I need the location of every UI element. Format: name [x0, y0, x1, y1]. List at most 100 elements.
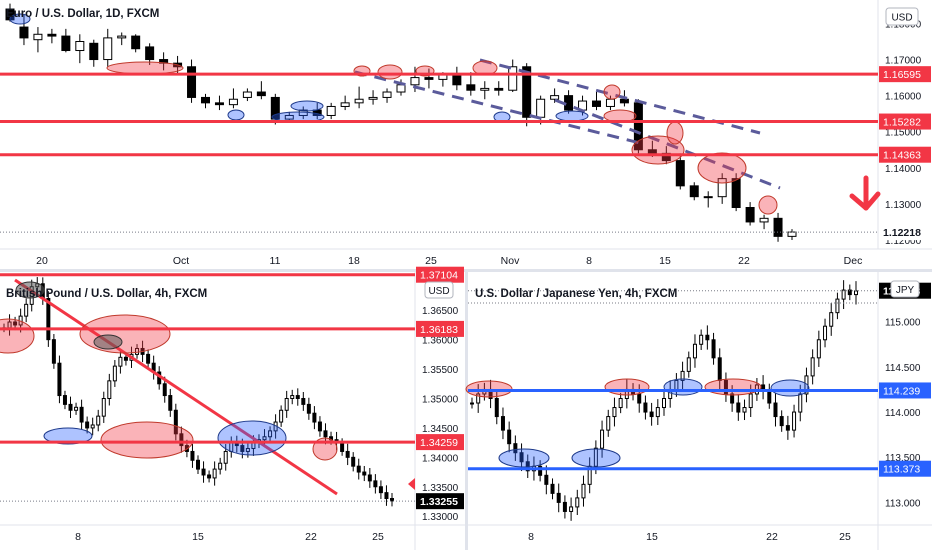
top-y-tick-6: 1.12000: [885, 236, 922, 247]
top-candle-2: [33, 27, 43, 53]
br-candle-17: [575, 489, 580, 515]
br-x-tick-3: 25: [839, 531, 851, 543]
bl-level-label-0: 1.37104: [416, 266, 464, 283]
top-candle-48: [675, 153, 685, 190]
top-candle-51: [717, 173, 727, 204]
br-candle-60: [841, 280, 846, 310]
pane-separator-vertical[interactable]: [465, 272, 468, 550]
circle-r1: [106, 61, 184, 75]
top-level-label-0: 1.16595: [879, 66, 931, 83]
bl-level-label-1: 1.36183: [416, 320, 464, 337]
svg-text:1.16595: 1.16595: [883, 69, 921, 81]
top-candle-25: [354, 86, 364, 109]
bl-support-circles: [43, 420, 287, 456]
bl-y-tick-4: 1.34500: [422, 424, 459, 435]
bl-candle-62: [345, 443, 350, 466]
top-candle-55: [773, 212, 783, 242]
usdjpy-chart[interactable]: 115.000 114.500 114.000 113.500 113.000 8 15 2…: [465, 272, 932, 550]
br-candle-13: [550, 478, 555, 500]
bl-candle-48: [268, 426, 273, 442]
bl-candle-37: [207, 470, 212, 483]
br-x-ticks: 8 15 22 25: [528, 531, 851, 543]
br-currency-label: JPY: [896, 285, 915, 296]
br-candle-7: [513, 435, 518, 461]
br-candle-28: [643, 395, 648, 420]
bl-circle-s2: [217, 420, 287, 456]
top-candle-35: [494, 81, 504, 96]
br-annotations: [465, 302, 878, 468]
br-currency-badge[interactable]: [890, 280, 920, 298]
top-x-tick-1: Oct: [173, 255, 189, 267]
br-candle-50: [779, 410, 784, 432]
bl-candle-68: [378, 480, 383, 499]
bl-candle-4: [24, 298, 29, 323]
bl-candle-12: [68, 396, 73, 419]
svg-text:114.239: 114.239: [883, 385, 920, 397]
br-level-label-1: 113.373: [879, 460, 931, 477]
br-candle-41: [723, 372, 728, 402]
br-candle-18: [581, 475, 586, 507]
top-candle-32: [452, 66, 462, 91]
top-candle-7: [103, 28, 113, 67]
bl-pivot-1: [15, 281, 45, 299]
br-candle-37: [699, 329, 704, 351]
top-x-tick-8: 22: [738, 255, 750, 267]
bl-circle-r2: [79, 314, 171, 354]
bl-circle-s1: [43, 427, 93, 445]
top-candle-6: [89, 39, 99, 67]
bl-candle-18: [101, 391, 106, 423]
bl-candle-15: [85, 416, 90, 434]
br-candle-16: [569, 497, 574, 521]
support-circles: [9, 13, 589, 123]
br-candle-23: [612, 397, 617, 427]
circle-r3: [377, 64, 403, 80]
top-chart-title: Euro / U.S. Dollar, 1D, FXCM: [6, 8, 159, 20]
top-last-price-label: 1.12218: [879, 224, 931, 241]
br-candle-31: [662, 390, 666, 416]
top-x-tick-5: Nov: [501, 255, 520, 267]
bl-candle-9: [51, 334, 56, 369]
br-chart-title: U.S. Dollar / Japanese Yen, 4h, FXCM: [475, 288, 677, 300]
top-x-tick-7: 15: [659, 255, 671, 267]
br-candle-1: [476, 384, 481, 413]
bl-x-tick-1: 15: [192, 531, 204, 543]
br-candle-9: [525, 454, 530, 478]
pane-separator[interactable]: [0, 269, 932, 272]
bl-candle-32: [179, 426, 184, 453]
top-candle-8: [117, 32, 127, 46]
br-candles: [470, 280, 858, 521]
top-y-tick-1: 1.17000: [885, 56, 922, 67]
top-currency-badge[interactable]: [885, 7, 919, 26]
br-x-tick-2: 22: [766, 531, 778, 543]
bl-candle-11: [62, 390, 67, 410]
top-x-ticks: 20 Oct 11 18 25 Nov 8 15 22 Dec: [36, 255, 862, 267]
top-annotations: [9, 13, 881, 215]
br-candle-34: [680, 361, 685, 391]
br-circle-s3: [663, 378, 703, 396]
br-support-circles: [498, 378, 810, 468]
gbpusd-chart[interactable]: 1.36500 1.36000 1.35500 1.35000 1.34500 1.340…: [0, 266, 465, 550]
top-candle-13: [187, 59, 197, 103]
br-circle-s4: [770, 379, 810, 397]
bl-currency-badge[interactable]: [424, 281, 454, 299]
top-x-tick-3: 18: [348, 255, 360, 267]
top-candles: [5, 3, 797, 242]
top-candle-4: [61, 28, 71, 53]
br-y-tick-2: 114.000: [885, 408, 921, 419]
br-candle-15: [562, 495, 567, 519]
eurusd-chart[interactable]: 1.180001.170001.160001.150001.140001.130…: [0, 0, 932, 267]
br-candle-22: [606, 409, 611, 437]
br-circle-s1: [498, 448, 550, 468]
bl-y-tick-3: 1.35000: [422, 395, 459, 406]
br-candle-55: [810, 349, 815, 385]
bl-x-tick-3: 25: [372, 531, 384, 543]
top-candle-3: [47, 28, 57, 44]
br-candle-35: [686, 351, 691, 378]
bl-y-ticks: 1.36500 1.36000 1.35500 1.35000 1.34500 1.340…: [422, 306, 459, 523]
top-candle-26: [368, 90, 378, 105]
bl-x-tick-0: 8: [75, 531, 81, 543]
circle-r9: [666, 121, 684, 145]
br-candle-58: [829, 303, 834, 336]
bl-candle-27: [151, 355, 156, 380]
top-candle-33: [466, 72, 476, 96]
